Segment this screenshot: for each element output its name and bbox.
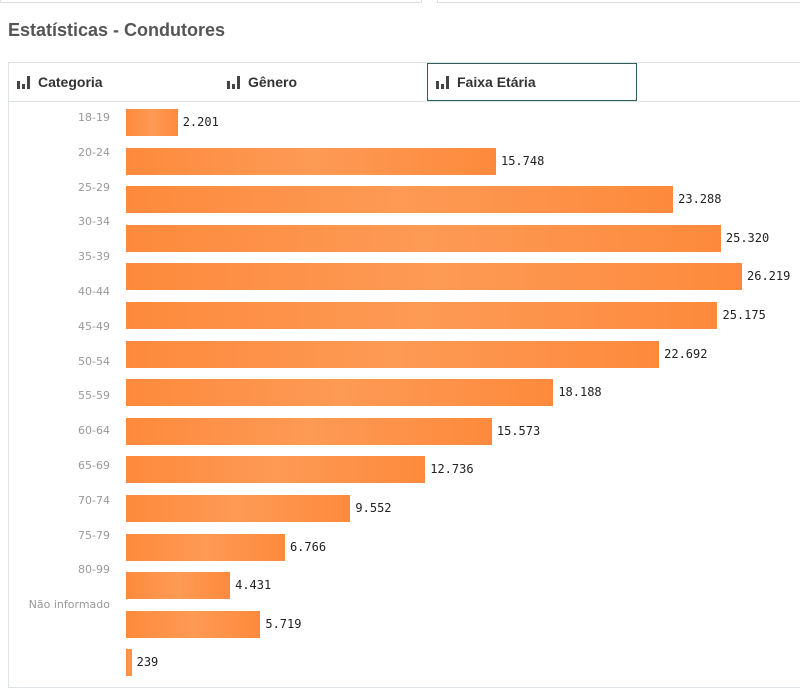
value-label: 26.219 (747, 269, 791, 284)
category-label: 35-39 (78, 250, 110, 264)
tab-label: Gênero (248, 74, 298, 90)
bar[interactable] (126, 495, 351, 522)
value-label: 18.188 (558, 385, 602, 400)
category-label: 65-69 (78, 459, 110, 472)
page-title: Estatísticas - Condutores (8, 20, 226, 40)
bar[interactable] (126, 456, 426, 484)
value-label: 22.692 (664, 346, 708, 361)
value-label: 25.175 (722, 308, 766, 322)
tab-bar: Categoria Gênero Faixa Etária (9, 63, 800, 102)
category-label: 75-79 (78, 528, 110, 542)
bar[interactable] (126, 186, 674, 214)
bar[interactable] (126, 417, 492, 445)
tab-faixa-etaria[interactable]: Faixa Etária (427, 63, 637, 101)
category-label: 18-19 (78, 111, 110, 124)
category-label: 30-34 (78, 215, 110, 229)
category-label: 50-54 (78, 354, 110, 368)
category-label: 25-29 (78, 180, 110, 194)
bar[interactable] (126, 533, 285, 561)
bar-chart-icon (436, 75, 449, 89)
value-label: 6.766 (289, 539, 327, 554)
bar[interactable] (126, 340, 660, 368)
value-label: 23.288 (678, 192, 722, 207)
bar[interactable] (126, 379, 554, 407)
value-label: 12.736 (430, 462, 474, 477)
tab-label: Faixa Etária (457, 74, 536, 90)
category-label: 40-44 (78, 285, 110, 298)
category-label: 70-74 (78, 493, 110, 507)
value-label: 2.201 (182, 115, 219, 129)
category-label: 45-49 (78, 319, 110, 333)
bar[interactable] (126, 649, 132, 677)
bar[interactable] (126, 147, 496, 175)
value-label: 25.320 (725, 230, 770, 245)
value-label: 15.573 (496, 423, 541, 438)
value-label: 5.719 (265, 616, 302, 631)
category-label: 20-24 (78, 145, 110, 159)
tab-categoria[interactable]: Categoria (9, 63, 219, 101)
tab-genero[interactable]: Gênero (219, 63, 427, 101)
bar[interactable] (126, 302, 718, 329)
bar[interactable] (126, 263, 742, 291)
category-label: Não informado (28, 598, 110, 612)
value-label: 4.431 (235, 578, 272, 593)
value-label: 9.552 (355, 501, 392, 515)
bar[interactable] (126, 109, 178, 136)
bar-chart-icon (17, 75, 30, 89)
category-label: 60-64 (78, 424, 110, 438)
top-card-right (437, 0, 800, 3)
category-label: 55-59 (78, 389, 110, 403)
top-card-left (0, 0, 422, 3)
bar-chart-icon (227, 75, 240, 89)
bar[interactable] (126, 224, 721, 252)
tab-label: Categoria (38, 74, 103, 90)
chart-panel: Categoria Gênero Faixa Etária (8, 62, 800, 688)
bar[interactable] (126, 572, 231, 600)
category-label: 80-99 (78, 563, 110, 577)
value-label: 239 (136, 655, 159, 670)
bar[interactable] (126, 610, 261, 638)
value-label: 15.748 (500, 153, 545, 168)
